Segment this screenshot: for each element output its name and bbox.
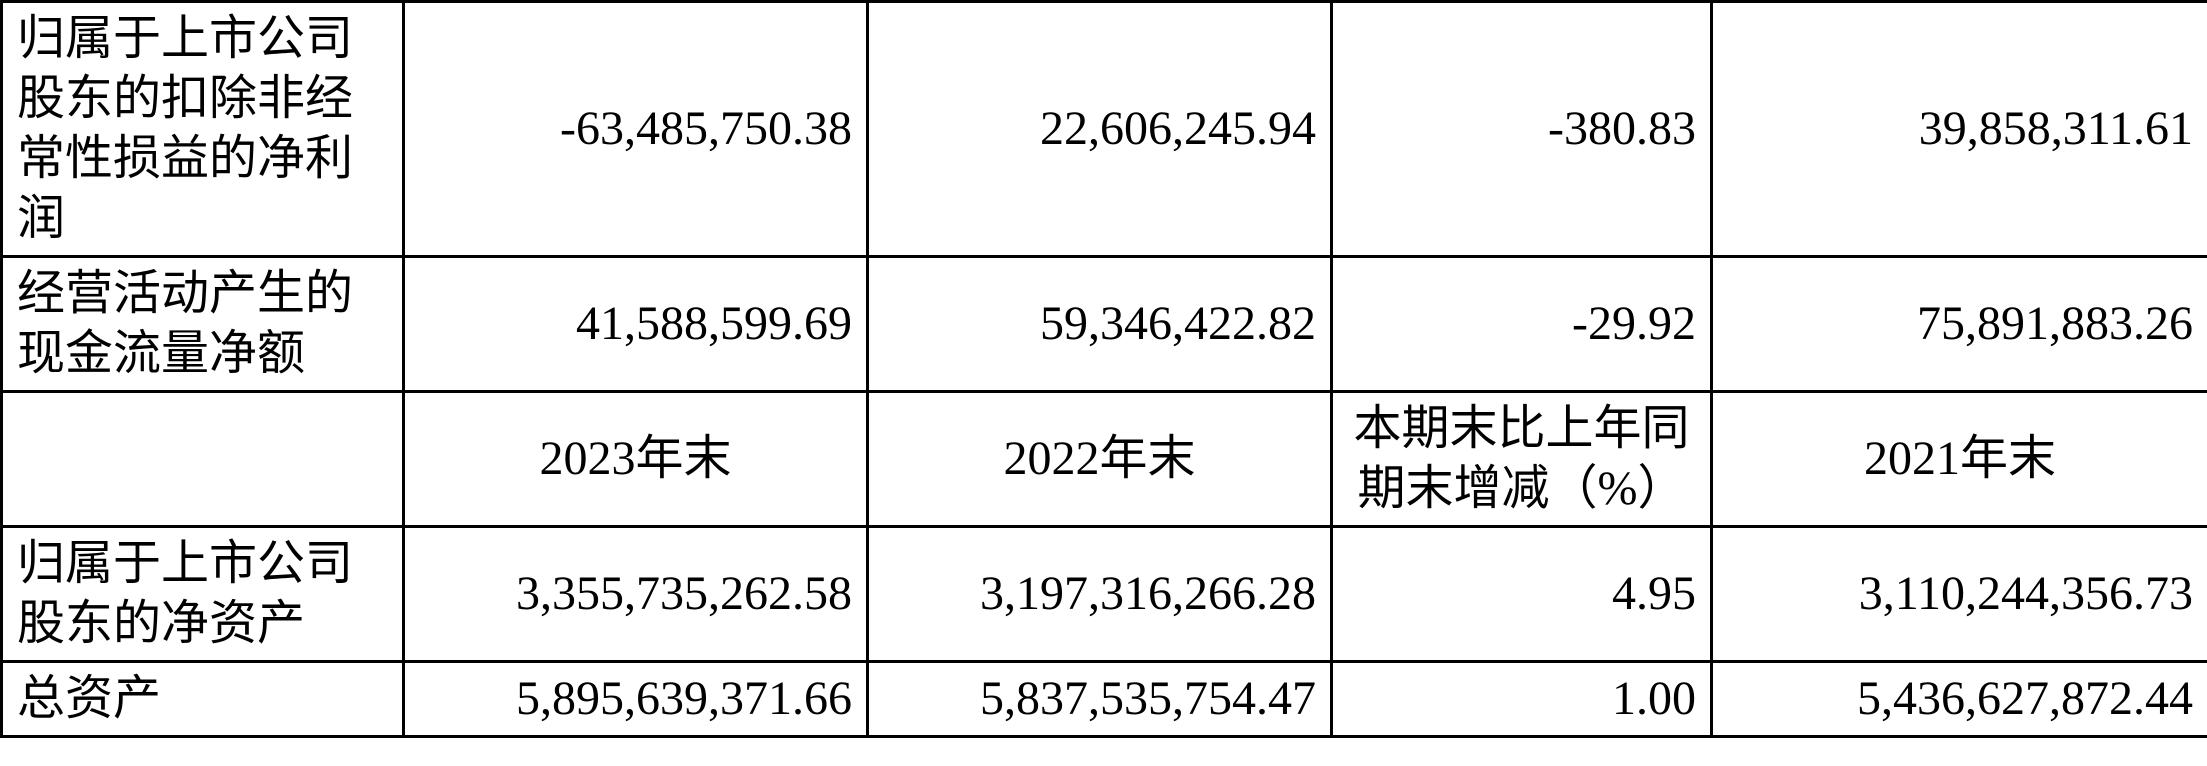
cell-value: 1.00 [1332,662,1712,737]
column-header: 2022年末 [868,392,1332,527]
row-label [2,392,404,527]
cell-value: 5,436,627,872.44 [1712,662,2207,737]
financial-table: 归属于上市公司股东的扣除非经常性损益的净利润 -63,485,750.38 22… [0,0,2207,738]
row-label: 归属于上市公司股东的净资产 [2,527,404,662]
cell-value: -63,485,750.38 [404,2,868,257]
cell-value: 75,891,883.26 [1712,257,2207,392]
table-header-row: 2023年末 2022年末 本期末比上年同期末增减（%） 2021年末 [2,392,2207,527]
cell-value: 3,355,735,262.58 [404,527,868,662]
cell-value: -29.92 [1332,257,1712,392]
column-header: 2021年末 [1712,392,2207,527]
cell-value: 4.95 [1332,527,1712,662]
cell-value: 22,606,245.94 [868,2,1332,257]
column-header: 2023年末 [404,392,868,527]
cell-value: 59,346,422.82 [868,257,1332,392]
cell-value: -380.83 [1332,2,1712,257]
column-header: 本期末比上年同期末增减（%） [1332,392,1712,527]
cell-value: 3,110,244,356.73 [1712,527,2207,662]
row-label: 经营活动产生的现金流量净额 [2,257,404,392]
row-label: 归属于上市公司股东的扣除非经常性损益的净利润 [2,2,404,257]
table-row: 总资产 5,895,639,371.66 5,837,535,754.47 1.… [2,662,2207,737]
cell-value: 5,895,639,371.66 [404,662,868,737]
cell-value: 39,858,311.61 [1712,2,2207,257]
row-label: 总资产 [2,662,404,737]
table-row: 归属于上市公司股东的扣除非经常性损益的净利润 -63,485,750.38 22… [2,2,2207,257]
cell-value: 3,197,316,266.28 [868,527,1332,662]
table-row: 经营活动产生的现金流量净额 41,588,599.69 59,346,422.8… [2,257,2207,392]
cell-value: 41,588,599.69 [404,257,868,392]
cell-value: 5,837,535,754.47 [868,662,1332,737]
table-row: 归属于上市公司股东的净资产 3,355,735,262.58 3,197,316… [2,527,2207,662]
